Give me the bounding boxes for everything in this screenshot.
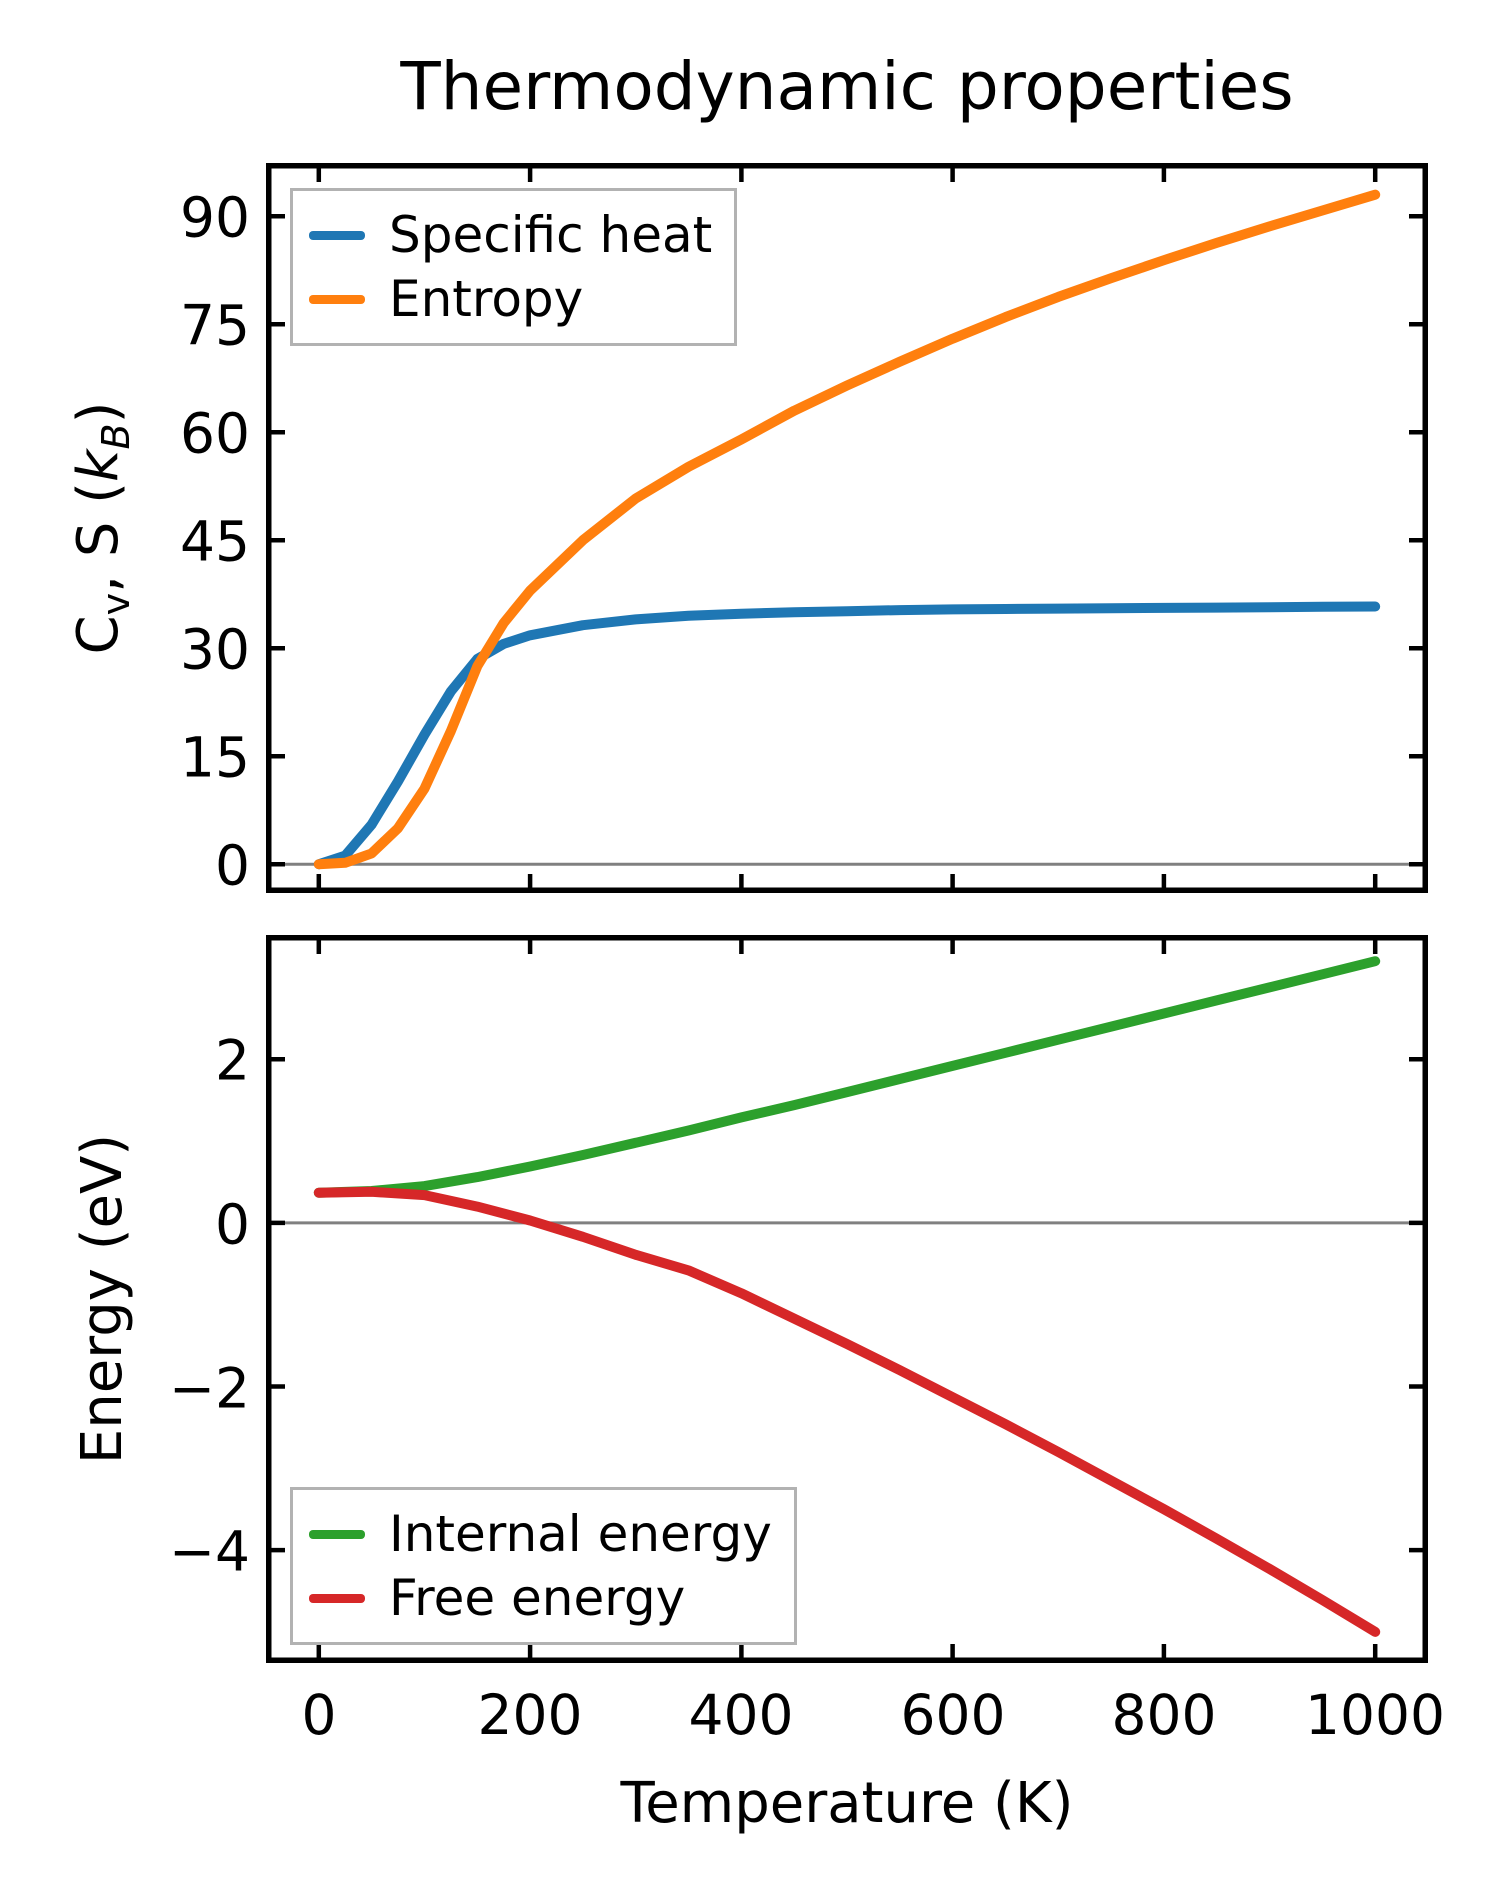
x-tick-label: 1000 (1305, 1683, 1445, 1747)
legend-item-internal-energy: Internal energy (309, 1502, 772, 1566)
legend-item-specific-heat: Specific heat (309, 203, 712, 267)
y-tick-label: −2 (168, 1356, 250, 1421)
y-tick-label: 60 (180, 401, 250, 466)
x-tick-label: 0 (301, 1683, 337, 1747)
x-axis-label: Temperature (K) (620, 1771, 1074, 1836)
top-axes (266, 163, 1428, 893)
plot-border (266, 163, 1428, 893)
legend-line-free-energy (309, 1593, 365, 1603)
legend-line-internal-energy (309, 1529, 365, 1539)
curve-free-energy (313, 1186, 1381, 1637)
x-tick-label: 800 (1111, 1683, 1217, 1747)
x-tick-label: 400 (688, 1683, 794, 1747)
x-tick-label: 600 (900, 1683, 1006, 1747)
y-tick-label: 15 (180, 725, 250, 790)
y-tick-label: 0 (215, 1192, 250, 1257)
legend-item-entropy: Entropy (309, 267, 712, 331)
y-axis-label-top: Cv, S (kB) (65, 401, 139, 655)
y-tick-label: −4 (168, 1519, 250, 1584)
chart-title: Thermodynamic properties (400, 48, 1294, 125)
legend-item-free-energy: Free energy (309, 1566, 772, 1630)
legend-label-free-energy: Free energy (389, 1569, 686, 1627)
plot-border (266, 935, 1428, 1663)
y-tick-label: 30 (180, 617, 250, 682)
legend-bottom: Internal energy Free energy (290, 1487, 797, 1645)
y-tick-label: 2 (215, 1028, 250, 1093)
legend-label-entropy: Entropy (389, 270, 584, 328)
curve-specific-heat (313, 601, 1381, 870)
y-tick-label: 90 (180, 185, 250, 250)
x-tick-label: 200 (477, 1683, 583, 1747)
y-tick-label: 45 (180, 509, 250, 574)
legend-label-internal-energy: Internal energy (389, 1505, 772, 1563)
curve-internal-energy (313, 956, 1381, 1198)
legend-label-specific-heat: Specific heat (389, 206, 713, 264)
curve-entropy (313, 189, 1381, 870)
legend-line-specific-heat (309, 230, 365, 240)
bottom-axes (266, 935, 1428, 1663)
y-axis-label-bottom: Energy (eV) (70, 1133, 135, 1465)
y-tick-label: 75 (180, 293, 250, 358)
y-tick-label: 0 (215, 833, 250, 898)
legend-line-entropy (309, 294, 365, 304)
legend-top: Specific heat Entropy (290, 188, 738, 346)
